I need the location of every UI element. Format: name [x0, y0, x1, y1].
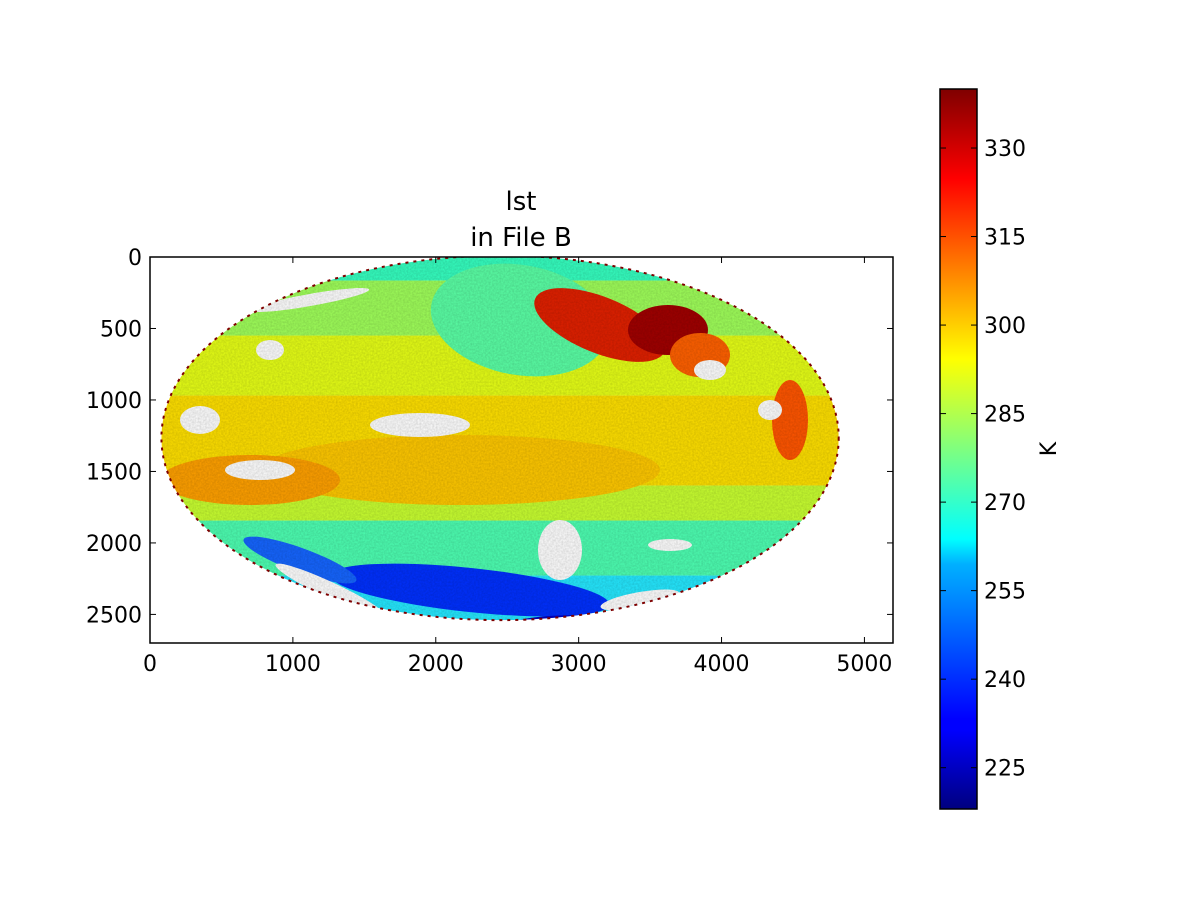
- disk-rim: [160, 257, 840, 622]
- axes-frame: [149, 256, 894, 644]
- y-tick-label: 1500: [86, 460, 142, 485]
- y-tick-label: 2500: [86, 603, 142, 628]
- colorbar-tick-label: 315: [984, 226, 1026, 251]
- x-tick-label: 0: [143, 652, 157, 677]
- colorbar-tick-label: 240: [984, 668, 1026, 693]
- x-tick-label: 3000: [551, 652, 607, 677]
- speckle-texture: [161, 257, 839, 621]
- colorbar-tick-label: 225: [984, 757, 1026, 782]
- x-tick-label: 1000: [265, 652, 321, 677]
- y-tick-label: 1000: [86, 389, 142, 414]
- colorbar: [939, 88, 978, 810]
- colorbar-label: K: [1037, 441, 1062, 456]
- colorbar-tick-label: 255: [984, 580, 1026, 605]
- x-tick-label: 2000: [408, 652, 464, 677]
- chart-title-line-1: lst: [506, 187, 537, 217]
- colorbar-tick-label: 270: [984, 491, 1026, 516]
- colorbar-tick-label: 285: [984, 403, 1026, 428]
- colorbar-ticks: 225 240 255 270 285 300 315 330: [940, 137, 1026, 782]
- y-tick-label: 2000: [86, 532, 142, 557]
- colorbar-tick-label: 300: [984, 314, 1026, 339]
- y-tick-label: 500: [100, 317, 142, 342]
- colorbar-tick-label: 330: [984, 137, 1026, 162]
- x-tick-label: 4000: [694, 652, 750, 677]
- y-axis-ticks: 0 500 1000 1500 2000 2500: [86, 246, 893, 628]
- x-tick-label: 5000: [836, 652, 892, 677]
- y-tick-label: 0: [128, 246, 142, 271]
- chart-title-line-2: in File B: [470, 223, 572, 253]
- heatmap-image: [160, 257, 840, 622]
- x-axis-ticks: 0 1000 2000 3000 4000 5000: [143, 257, 892, 677]
